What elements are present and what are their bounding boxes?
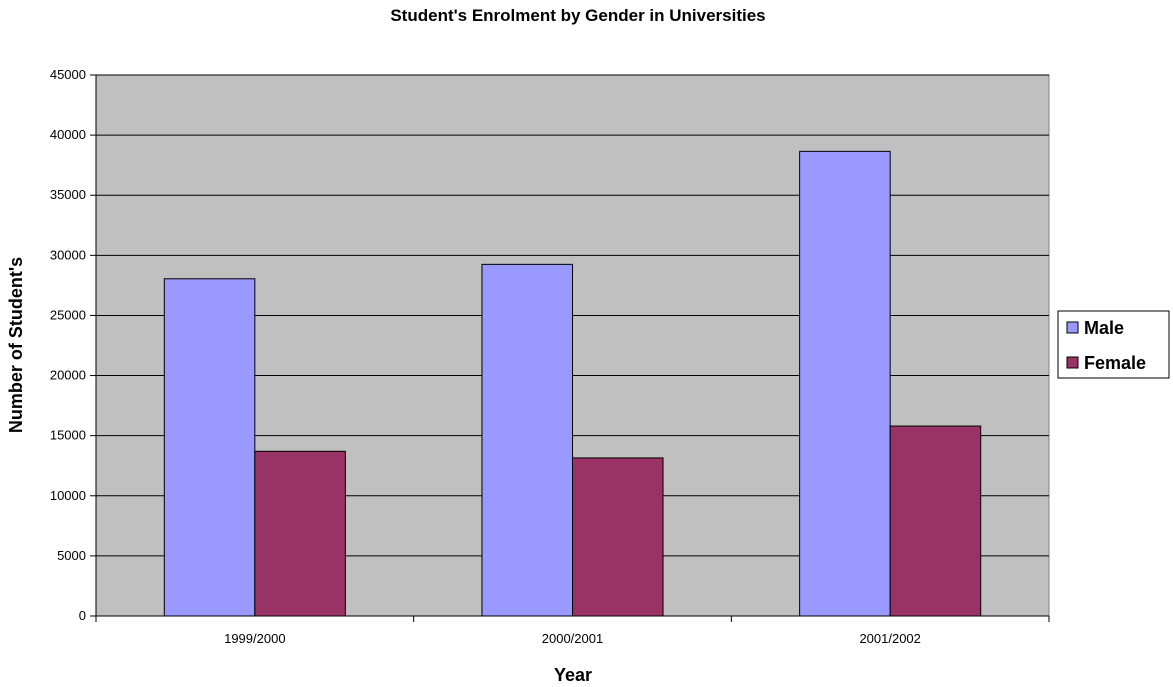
legend-label-female: Female [1084,353,1146,373]
y-tick-label: 25000 [50,307,86,322]
y-axis-title: Number of Student's [6,257,26,433]
bar-male [163,278,256,617]
bars [163,150,982,617]
bar-female [889,425,982,617]
legend-swatch-male [1066,321,1079,334]
y-tick-label: 20000 [50,368,86,383]
bar-male [799,150,891,617]
legend: Male Female [1057,310,1170,379]
bar-female [572,457,664,617]
chart-title: Student's Enrolment by Gender in Univers… [390,6,765,25]
x-tick-label: 2000/2001 [542,631,603,646]
legend-label-male: Male [1084,318,1124,338]
y-tick-label: 15000 [50,428,86,443]
y-tick-label: 0 [79,608,86,623]
y-tick-label: 40000 [50,127,86,142]
x-tick-label: 2001/2002 [859,631,920,646]
y-tick-label: 5000 [57,548,86,563]
y-tick-label: 45000 [50,67,86,82]
y-tick-labels: 0 5000 10000 15000 20000 25000 30000 35000 40000… [50,67,86,623]
bar-male [481,263,573,617]
bar-female [254,450,346,617]
x-axis-title: Year [554,665,592,685]
x-tick-label: 1999/2000 [224,631,285,646]
legend-swatch-female [1066,356,1079,369]
y-tick-label: 10000 [50,488,86,503]
y-tick-label: 30000 [50,247,86,262]
y-tick-label: 35000 [50,187,86,202]
x-tick-labels: 1999/2000 2000/2001 2001/2002 [224,631,921,646]
axes [90,74,1050,622]
